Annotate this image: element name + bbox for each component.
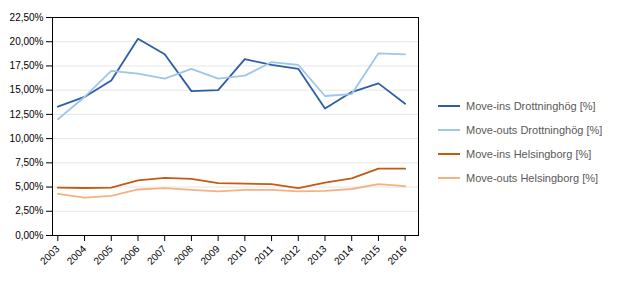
svg-text:20,00%: 20,00%: [10, 36, 44, 47]
svg-text:17,50%: 17,50%: [10, 60, 44, 71]
html-text:Move-ins Helsingborg [%]: Move-ins Helsingborg [%]: [466, 148, 592, 160]
svg-text:2007: 2007: [145, 243, 169, 267]
svg-text:2015: 2015: [359, 243, 383, 267]
svg-text:2016: 2016: [385, 243, 409, 267]
svg-text:2008: 2008: [172, 243, 196, 267]
svg-text:2012: 2012: [278, 243, 302, 267]
svg-text:2005: 2005: [91, 243, 115, 267]
svg-text:22,50%: 22,50%: [10, 12, 44, 23]
svg-text:5,00%: 5,00%: [15, 181, 43, 192]
svg-text:0,00%: 0,00%: [15, 230, 43, 241]
svg-text:2009: 2009: [198, 243, 222, 267]
svg-text:2011: 2011: [252, 243, 275, 266]
svg-text:2010: 2010: [225, 243, 249, 267]
svg-text:2013: 2013: [305, 243, 329, 267]
svg-text:2006: 2006: [118, 243, 142, 267]
html-text:Move-ins Drottninghög [%]: Move-ins Drottninghög [%]: [466, 100, 596, 112]
html-text:Move-outs Helsingborg [%]: Move-outs Helsingborg [%]: [466, 172, 599, 184]
svg-text:7,50%: 7,50%: [15, 157, 43, 168]
html-text:Move-outs Drottninghög [%]: Move-outs Drottninghög [%]: [466, 124, 603, 136]
svg-text:15,00%: 15,00%: [10, 84, 44, 95]
svg-text:10,00%: 10,00%: [10, 133, 44, 144]
svg-text:2004: 2004: [65, 243, 89, 267]
svg-text:2014: 2014: [332, 243, 356, 267]
svg-text:2,50%: 2,50%: [15, 205, 43, 216]
svg-text:12,50%: 12,50%: [10, 109, 44, 120]
svg-text:2003: 2003: [38, 243, 62, 267]
